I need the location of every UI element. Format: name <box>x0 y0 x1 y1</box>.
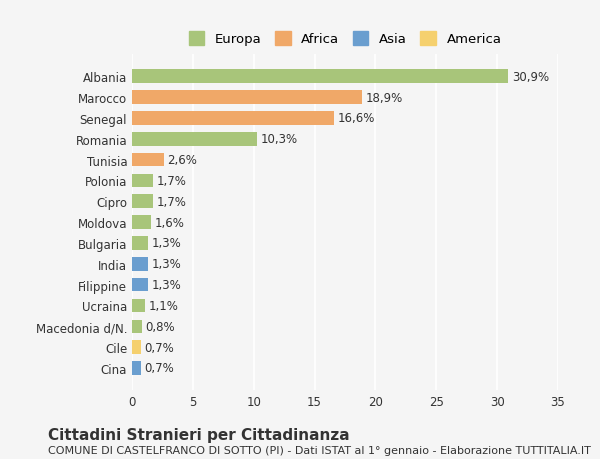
Text: COMUNE DI CASTELFRANCO DI SOTTO (PI) - Dati ISTAT al 1° gennaio - Elaborazione T: COMUNE DI CASTELFRANCO DI SOTTO (PI) - D… <box>48 445 591 455</box>
Bar <box>132 70 508 84</box>
Bar <box>132 153 164 167</box>
Legend: Europa, Africa, Asia, America: Europa, Africa, Asia, America <box>185 28 505 50</box>
Bar <box>132 320 142 333</box>
Text: 1,3%: 1,3% <box>151 257 181 271</box>
Text: 1,1%: 1,1% <box>149 299 179 312</box>
Bar <box>132 112 334 125</box>
Text: 30,9%: 30,9% <box>512 71 549 84</box>
Bar <box>132 174 152 188</box>
Bar <box>132 299 145 313</box>
Bar <box>132 341 140 354</box>
Bar <box>132 91 362 105</box>
Text: 1,3%: 1,3% <box>151 237 181 250</box>
Text: Cittadini Stranieri per Cittadinanza: Cittadini Stranieri per Cittadinanza <box>48 427 350 442</box>
Bar <box>132 195 152 208</box>
Bar <box>132 216 151 230</box>
Text: 1,3%: 1,3% <box>151 279 181 291</box>
Bar <box>132 237 148 250</box>
Text: 18,9%: 18,9% <box>365 91 403 104</box>
Bar <box>132 361 140 375</box>
Text: 1,6%: 1,6% <box>155 216 185 229</box>
Text: 10,3%: 10,3% <box>261 133 298 146</box>
Text: 0,7%: 0,7% <box>144 362 174 375</box>
Text: 1,7%: 1,7% <box>157 196 186 208</box>
Text: 2,6%: 2,6% <box>167 154 197 167</box>
Bar <box>132 133 257 146</box>
Text: 1,7%: 1,7% <box>157 174 186 188</box>
Bar <box>132 257 148 271</box>
Text: 16,6%: 16,6% <box>338 112 375 125</box>
Text: 0,7%: 0,7% <box>144 341 174 354</box>
Text: 0,8%: 0,8% <box>145 320 175 333</box>
Bar <box>132 278 148 292</box>
